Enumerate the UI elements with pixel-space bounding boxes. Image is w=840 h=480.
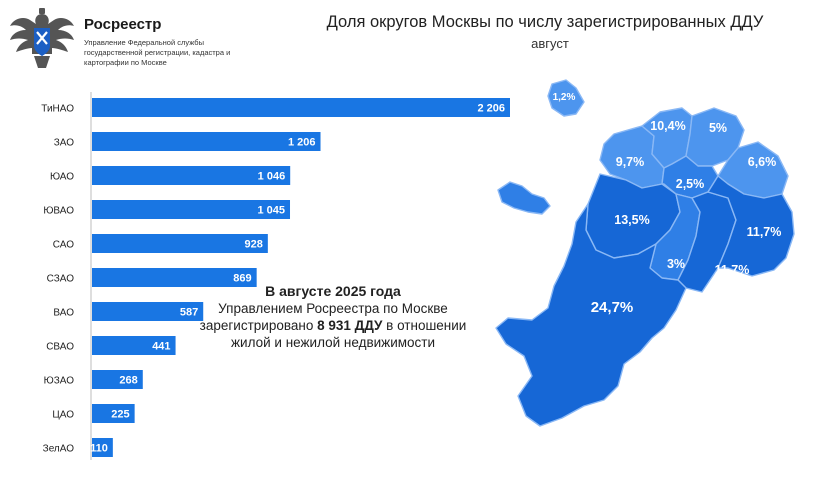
bar-value-label: 1 045	[257, 205, 285, 217]
bar-category-label: ЮЗАО	[44, 376, 75, 387]
bar-ТиНАО	[92, 98, 510, 117]
map-region-tinao	[495, 203, 687, 427]
bar-value-label: 225	[111, 409, 129, 421]
map-label-cao: 2,5%	[676, 177, 705, 191]
bar-category-label: ВАО	[53, 308, 74, 319]
bar-СВАО	[92, 336, 176, 355]
bar-category-label: САО	[53, 240, 74, 251]
bar-category-label: ЮАО	[50, 172, 74, 183]
brand-name: Росреестр	[84, 16, 162, 33]
bar-value-label: 268	[119, 375, 137, 387]
map-region-yuvao	[707, 175, 795, 277]
rosreestr-emblem-logo	[10, 8, 74, 68]
bar-value-label: 1 206	[288, 137, 316, 149]
map-label-yuvao: 11,7%	[747, 225, 782, 239]
map-label-tinao: 24,7%	[591, 299, 634, 316]
bar-category-label: ЗелАО	[43, 444, 75, 455]
bar-ЦАО	[92, 404, 135, 423]
map-label-sao: 10,4%	[650, 119, 685, 133]
bar-ЮАО	[92, 166, 291, 185]
map-region-exclave-west	[497, 181, 551, 215]
summary-note-heading: В августе 2025 года	[265, 283, 401, 299]
bar-value-label: 110	[90, 443, 108, 455]
brand-subtitle: Управление Федеральной службы государств…	[84, 38, 231, 67]
moscow-districts-map: 1,2% 10,4% 5% 9,7% 6,6% 2,5% 13,5% 11,7%…	[495, 79, 795, 427]
bar-value-label: 2 206	[477, 103, 505, 115]
chart-subtitle: август	[531, 36, 569, 51]
map-label-yuzao: 3%	[667, 257, 685, 271]
bar-category-label: ЮВАО	[43, 206, 74, 217]
summary-note-body-text: Управлением Росреестра по Москве зарегис…	[199, 301, 448, 333]
bar-value-label: 441	[152, 341, 170, 353]
summary-note-tail: в отношении жилой и нежилой недвижимости	[231, 318, 467, 350]
bar-category-label: ТиНАО	[41, 104, 74, 115]
bar-value-label: 1 046	[258, 171, 286, 183]
summary-note-count: 8 931 ДДУ	[317, 318, 383, 333]
bar-category-label: СВАО	[46, 342, 74, 353]
map-label-svao: 5%	[709, 121, 727, 135]
map-label-yuao: 11,7%	[715, 263, 750, 277]
bar-ЮЗАО	[92, 370, 143, 389]
bar-САО	[92, 234, 268, 253]
bar-category-label: ЗАО	[54, 138, 74, 149]
map-label-zelao: 1,2%	[553, 92, 576, 103]
bar-category-label: СЗАО	[47, 274, 75, 285]
bar-ВАО	[92, 302, 204, 321]
district-bar-chart: ТиНАО 2 206 ЗАО 1 206 ЮАО 1 046 ЮВАО 1 045 САО 92…	[41, 92, 510, 460]
bar-value-label: 587	[180, 307, 198, 319]
map-region-zelao	[547, 79, 585, 117]
map-label-szao: 9,7%	[616, 155, 645, 169]
bar-value-label: 928	[244, 239, 262, 251]
map-label-vao: 6,6%	[748, 155, 777, 169]
summary-note-body: Управлением Росреестра по Москве зарегис…	[198, 300, 468, 351]
bar-ЮВАО	[92, 200, 291, 219]
bar-category-label: ЦАО	[52, 410, 74, 421]
summary-note: В августе 2025 года Управлением Росреест…	[198, 283, 468, 351]
bar-ЗелАО	[92, 438, 113, 457]
bar-ЗАО	[92, 132, 321, 151]
bar-value-label: 869	[233, 273, 251, 285]
map-label-zao: 13,5%	[614, 213, 649, 227]
chart-title: Доля округов Москвы по числу зарегистрир…	[326, 13, 764, 31]
bar-СЗАО	[92, 268, 257, 287]
